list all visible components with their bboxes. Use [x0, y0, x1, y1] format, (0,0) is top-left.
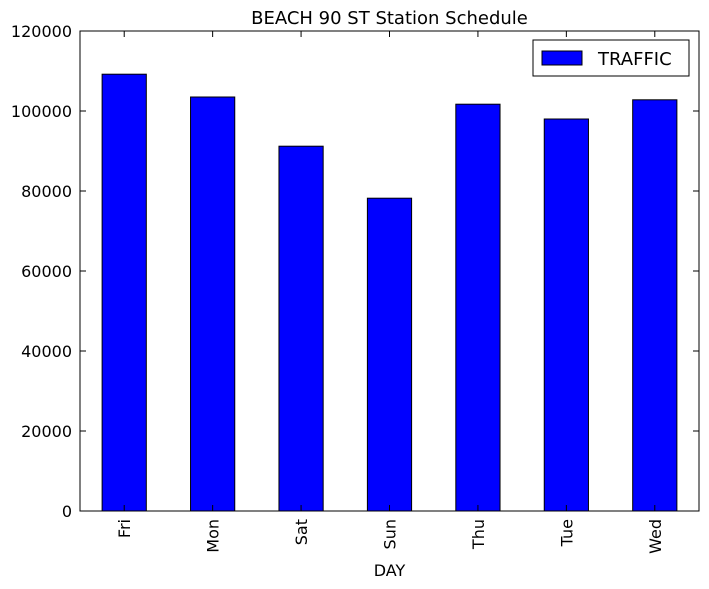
y-tick-label: 80000	[21, 182, 72, 201]
legend: TRAFFIC	[532, 39, 690, 77]
y-tick-label: 120000	[11, 22, 72, 41]
bar-tue	[543, 118, 589, 512]
bar-sat	[278, 145, 324, 512]
y-tick-label: 100000	[11, 102, 72, 121]
y-tick-label: 20000	[21, 422, 72, 441]
y-axis: 0 20000 40000 60000 80000 100000 120000	[11, 22, 699, 521]
y-tick-label: 40000	[21, 342, 72, 361]
y-tick-label: 0	[62, 502, 72, 521]
x-tick-label: Sat	[292, 519, 311, 545]
y-tick-label: 60000	[21, 262, 72, 281]
bar-wed	[632, 99, 678, 512]
x-tick-label: Tue	[557, 519, 576, 547]
x-tick-label: Wed	[646, 519, 665, 554]
x-tick-label: Thu	[469, 519, 488, 550]
legend-label: TRAFFIC	[597, 49, 672, 70]
x-tick-label: Sun	[381, 519, 400, 549]
x-tick-label: Mon	[204, 519, 223, 553]
x-axis: Fri Mon Sat Sun Thu Tue Wed	[115, 31, 665, 554]
x-tick-label: Fri	[115, 519, 134, 538]
x-axis-label: DAY	[374, 561, 406, 580]
bar-thu	[455, 103, 501, 512]
chart-title: BEACH 90 ST Station Schedule	[251, 8, 528, 29]
legend-swatch	[541, 50, 583, 66]
bar-sun	[366, 197, 413, 512]
bars-layer	[101, 73, 678, 512]
bar-fri	[101, 73, 147, 512]
bar-mon	[190, 96, 236, 512]
